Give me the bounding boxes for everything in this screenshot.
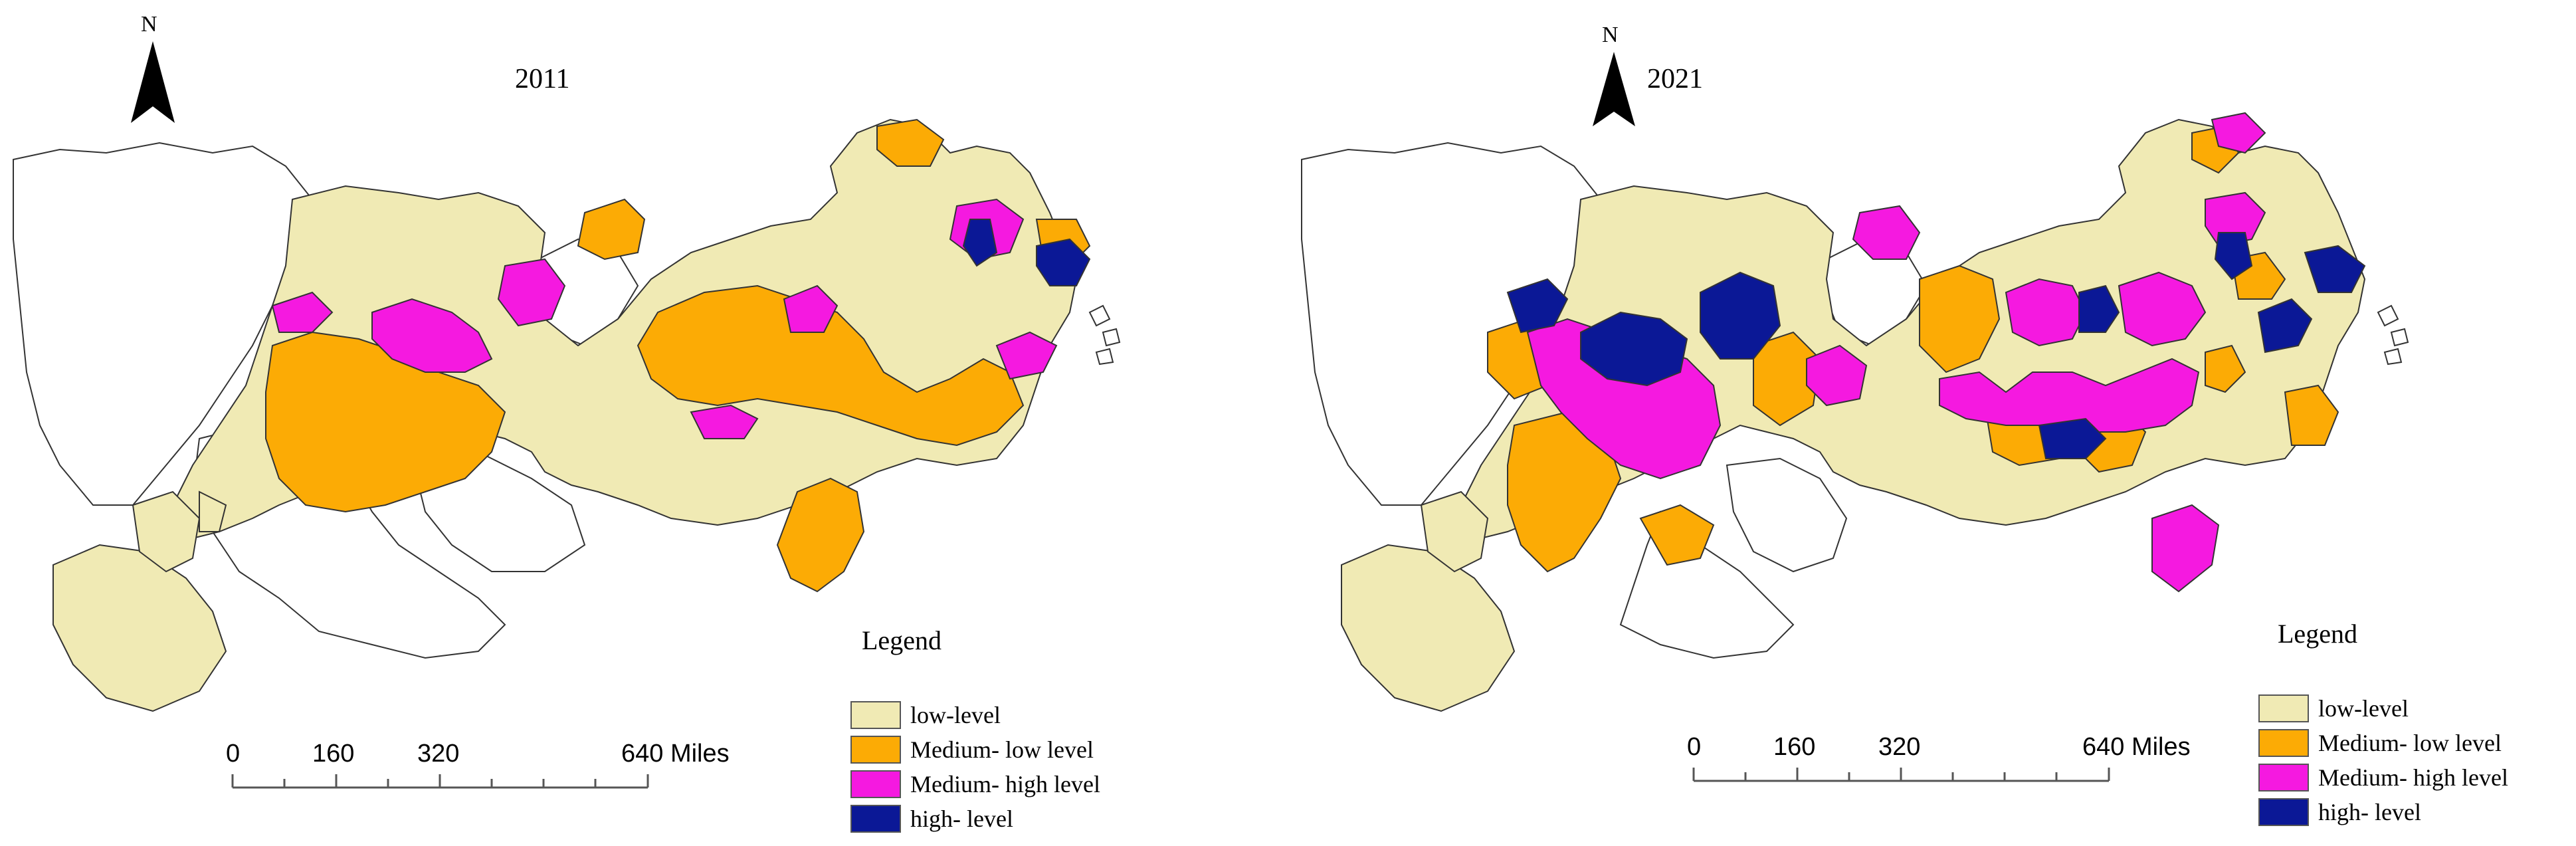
map-canvas-2011 <box>13 41 1121 789</box>
legend-item-low: low-level <box>850 698 1100 732</box>
map-panel-2011: N 2011 0 160 320 640 Miles Legend low-le… <box>13 12 1121 836</box>
legend-title: Legend <box>862 625 941 655</box>
legend-item-medium-low: Medium- low level <box>850 732 1100 767</box>
legend-label: Medium- low level <box>910 736 1094 763</box>
legend-label: high- level <box>2318 799 2421 825</box>
map-title-2011: 2011 <box>515 64 570 94</box>
map-title-2021: 2021 <box>1647 64 1703 94</box>
legend-item-high: high- level <box>850 801 1100 836</box>
scale-bar <box>231 774 649 789</box>
region-high-level <box>962 219 1091 286</box>
scale-tick-160: 160 <box>1773 733 1816 761</box>
scale-tick-160: 160 <box>312 740 355 768</box>
region-no-data <box>1301 142 1928 659</box>
region-high-level <box>1506 232 2366 459</box>
legend-label: high- level <box>910 805 1013 832</box>
legend-swatch-medium-low <box>850 736 901 764</box>
north-arrow <box>131 41 175 123</box>
north-arrow <box>1593 52 1635 126</box>
scale-tick-640: 640 Miles <box>621 740 730 768</box>
scale-tick-320: 320 <box>1878 733 1921 761</box>
legend-swatch-medium-high <box>2258 764 2309 792</box>
scale-tick-0: 0 <box>1687 733 1702 761</box>
north-label: N <box>141 12 157 37</box>
legend-item-medium-low: Medium- low level <box>2258 726 2508 760</box>
scale-tick-320: 320 <box>417 740 460 768</box>
legend-label: low-level <box>2318 695 2409 722</box>
region-medium-low <box>265 118 1091 593</box>
legend-swatch-high <box>850 805 901 833</box>
coastal-islands <box>1088 304 1121 366</box>
legend-item-low: low-level <box>2258 691 2508 726</box>
legend-swatch-low <box>850 701 901 729</box>
legend-swatch-medium-high <box>850 770 901 798</box>
legend-swatch-high <box>2258 798 2309 826</box>
map-canvas-2021 <box>1301 52 2409 782</box>
legend: low-level Medium- low level Medium- high… <box>850 698 1100 836</box>
legend-item-high: high- level <box>2258 795 2508 829</box>
legend-swatch-medium-low <box>2258 729 2309 757</box>
legend: low-level Medium- low level Medium- high… <box>2258 691 2508 829</box>
scale-bar <box>1692 768 2110 782</box>
legend-label: Medium- high level <box>2318 764 2508 791</box>
legend-item-medium-high: Medium- high level <box>2258 760 2508 795</box>
legend-item-medium-high: Medium- high level <box>850 767 1100 801</box>
legend-label: low-level <box>910 702 1001 728</box>
map-panel-2021: N 2021 0 160 320 640 Miles Legend low-le… <box>1288 0 2576 846</box>
north-label: N <box>1602 23 1619 47</box>
scale-tick-640: 640 Miles <box>2082 733 2191 761</box>
region-medium-high <box>1526 112 2266 593</box>
legend-swatch-low <box>2258 694 2309 722</box>
coastal-islands <box>2377 304 2409 366</box>
legend-title: Legend <box>2278 619 2357 649</box>
legend-label: Medium- low level <box>2318 730 2502 756</box>
scale-tick-0: 0 <box>226 740 241 768</box>
legend-label: Medium- high level <box>910 771 1100 797</box>
